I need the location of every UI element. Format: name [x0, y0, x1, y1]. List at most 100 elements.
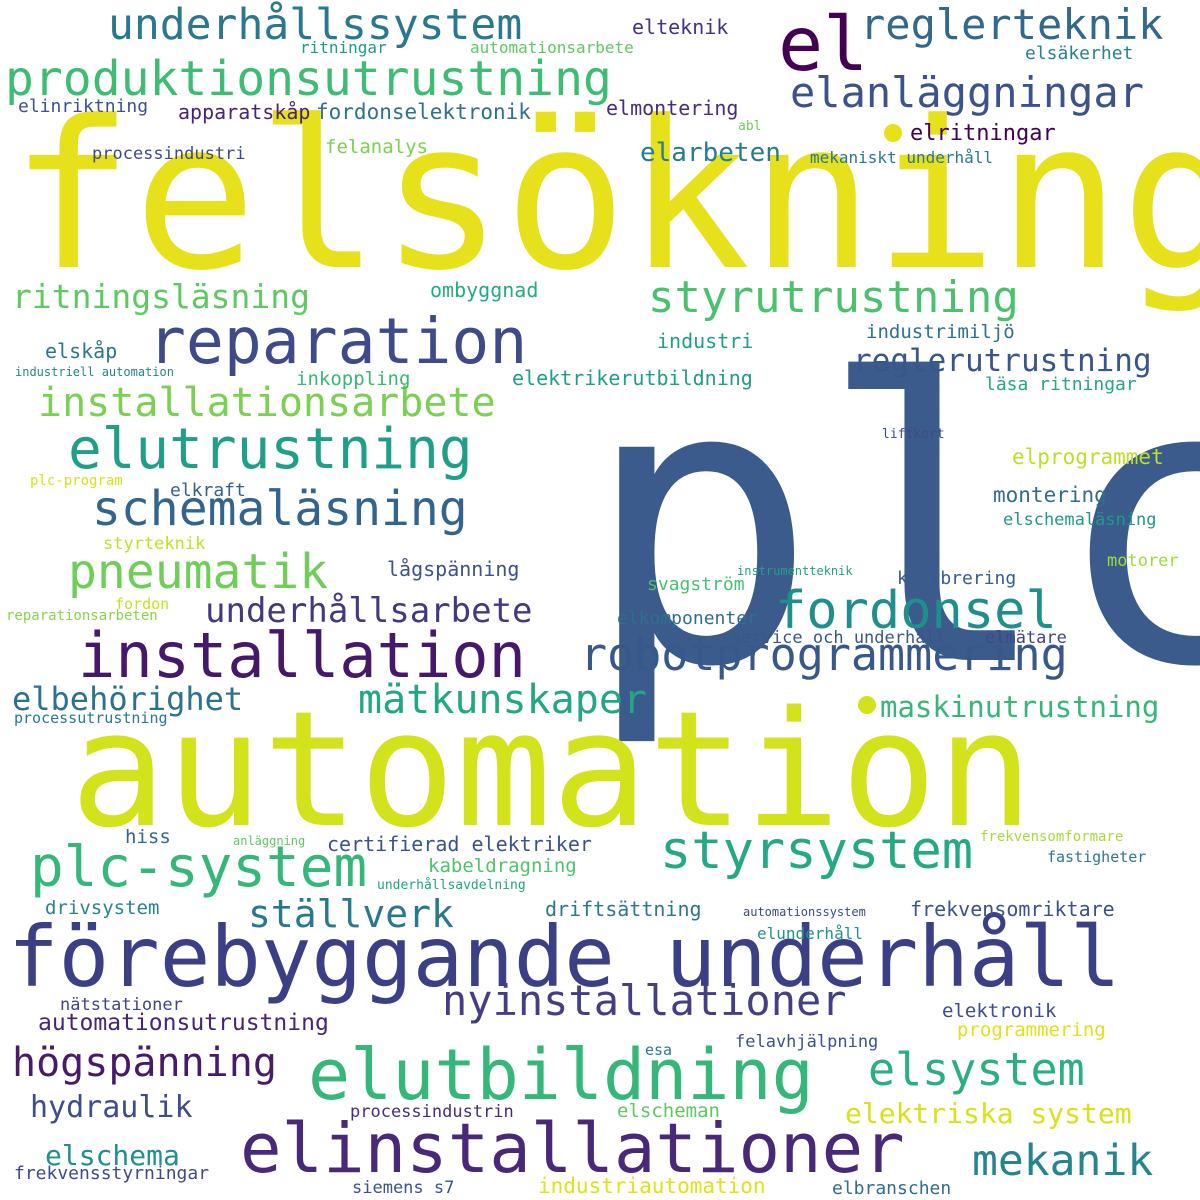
word-53: industrimiljö: [866, 321, 1015, 343]
word-36: automationsutrustning: [38, 1010, 329, 1036]
word-80: frekvensomformare: [980, 829, 1124, 845]
word-14: schemaläsning: [92, 481, 468, 537]
word-52: industri: [657, 329, 754, 353]
word-63: montering: [993, 483, 1107, 507]
word-34: hydraulik: [30, 1090, 193, 1125]
word-19: elsystem: [868, 1043, 1085, 1096]
word-4: elinstallationer: [240, 1109, 905, 1189]
word-5: elutbildning: [308, 1034, 814, 1116]
word-82: fastigheter: [1047, 848, 1147, 866]
word-68: instrumentteknik: [737, 564, 853, 578]
word-48: processindustri: [92, 144, 246, 164]
word-76: processutrustning: [14, 709, 168, 727]
word-21: reglerteknik: [860, 0, 1164, 49]
word-93: felavhjälpning: [735, 1032, 879, 1052]
word-0: plc: [583, 298, 1200, 752]
word-92: esa: [645, 1041, 673, 1059]
word-7: reparation: [148, 305, 528, 378]
word-32: maskinutrustning: [880, 690, 1160, 724]
word-43: elinriktning: [18, 96, 149, 117]
word-62: plc-program: [30, 473, 123, 489]
word-17: installationsarbete: [38, 380, 496, 426]
word-64: elschemaläsning: [1003, 510, 1157, 530]
word-31: elbehörighet: [12, 680, 244, 718]
word-50: mekaniskt underhåll: [810, 148, 994, 167]
word-95: elscheman: [617, 1100, 720, 1122]
word-84: drivsystem: [45, 897, 160, 919]
word-28: ställverk: [248, 892, 454, 936]
word-49: felanalys: [325, 136, 428, 158]
word-72: reparationsarbeten: [6, 608, 158, 624]
word-96: frekvensstyrningar: [14, 1163, 210, 1184]
word-57: industriell automation: [15, 365, 174, 379]
word-81: kabeldragning: [428, 855, 577, 877]
word-37: elarbeten: [640, 138, 781, 168]
word-61: elkraft: [170, 480, 246, 501]
dot-glyph-0: [884, 124, 902, 142]
word-46: elmontering: [606, 96, 739, 120]
word-65: styrteknik: [103, 534, 206, 554]
word-42: elsäkerhet: [1025, 43, 1134, 64]
word-66: lågspänning: [387, 557, 520, 581]
word-13: plc-system: [30, 835, 368, 900]
word-2: automation: [70, 676, 1034, 863]
word-60: elprogrammet: [1012, 445, 1164, 469]
word-27: underhållsarbete: [205, 591, 533, 631]
word-78: anläggning: [233, 834, 306, 848]
word-35: elschema: [45, 1139, 180, 1172]
word-74: service och underhåll: [731, 628, 946, 648]
word-94: processindustrin: [350, 1102, 514, 1122]
word-89: nätstationer: [60, 995, 183, 1015]
word-45: fordonselektronik: [316, 100, 531, 124]
word-12: fordonsel: [775, 581, 1057, 641]
word-85: driftsättning: [545, 897, 702, 921]
word-23: nyinstallationer: [442, 976, 847, 1025]
word-97: siemens s7: [352, 1178, 455, 1198]
word-1: felsökning: [10, 78, 1200, 316]
word-15: underhållssystem: [108, 0, 523, 50]
word-75: elmätare: [985, 628, 1067, 648]
word-59: liftkort: [882, 427, 945, 442]
word-26: mätkunskaper: [358, 677, 647, 723]
word-54: elskåp: [45, 339, 118, 363]
word-98: industriautomation: [538, 1174, 766, 1198]
word-90: elektronik: [942, 1000, 1057, 1022]
word-47: abl: [738, 119, 762, 134]
word-16: styrutrustning: [648, 272, 1019, 323]
word-25: ritningsläsning: [12, 277, 311, 316]
word-67: motorer: [1107, 551, 1179, 571]
word-70: kalibrering: [897, 568, 1017, 589]
word-79: certifierad elektriker: [327, 832, 592, 856]
word-38: elritningar: [910, 121, 1056, 146]
word-29: högspänning: [12, 1040, 277, 1086]
word-6: installation: [78, 619, 526, 692]
word-44: apparatskåp: [178, 100, 311, 124]
word-88: elunderhåll: [757, 924, 863, 943]
word-77: hiss: [125, 826, 171, 848]
word-71: fordon: [115, 595, 170, 613]
word-18: pneumatik: [68, 544, 329, 600]
word-8: produktionsutrustning: [5, 51, 612, 107]
word-30: reglerutrustning: [853, 343, 1152, 379]
dot-glyph-1: [858, 696, 876, 714]
word-11: styrsystem: [660, 821, 974, 881]
word-99: elbranschen: [832, 1178, 952, 1199]
word-20: el: [778, 0, 869, 88]
word-9: robotprogrammering: [580, 628, 1068, 681]
word-24: mekanik: [972, 1136, 1154, 1186]
word-40: ritningar: [300, 38, 387, 57]
word-69: svagström: [647, 574, 745, 595]
word-55: inkoppling: [296, 368, 411, 390]
word-39: elteknik: [632, 15, 729, 39]
word-56: elektrikerutbildning: [512, 366, 753, 390]
word-83: underhållsavdelning: [377, 878, 526, 893]
word-91: programmering: [957, 1019, 1106, 1041]
word-86: automationssystem: [743, 905, 866, 919]
word-22: elanläggningar: [790, 68, 1145, 117]
word-3: förebyggande underhåll: [8, 908, 1121, 1006]
word-73: elkomponenter: [617, 608, 758, 629]
word-33: elektriska system: [845, 1097, 1132, 1130]
word-58: läsa ritningar: [985, 374, 1137, 395]
word-41: automationsarbete: [470, 38, 634, 57]
